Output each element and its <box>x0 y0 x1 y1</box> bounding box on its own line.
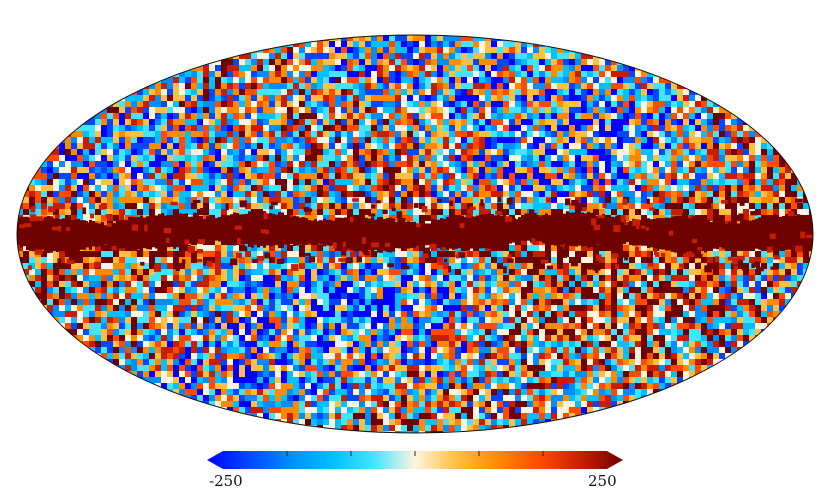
mollweide-sky-map <box>0 0 830 440</box>
sky-map <box>0 0 830 440</box>
colorbar-min-label: -250 <box>209 472 243 490</box>
colorbar-svg <box>0 440 830 498</box>
colorbar <box>0 440 830 498</box>
colorbar-max-label: 250 <box>588 472 617 490</box>
